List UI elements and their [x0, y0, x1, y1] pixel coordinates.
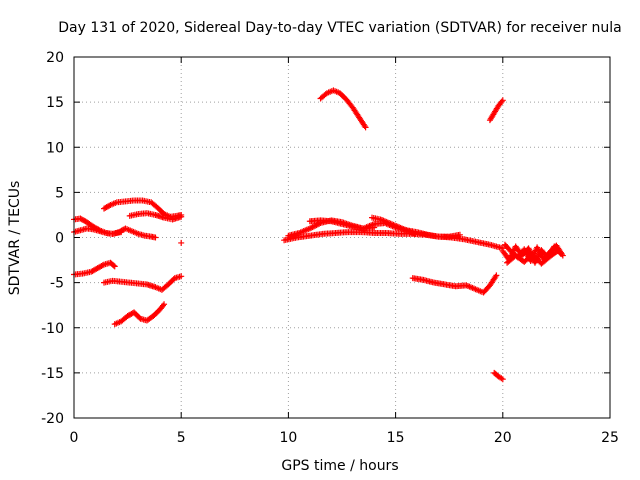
y-tick-label: 15 [46, 95, 64, 111]
data-point [178, 213, 185, 220]
y-tick-label: -5 [50, 276, 64, 292]
data-point [555, 247, 562, 254]
grid-lines [74, 57, 610, 418]
data-point [554, 248, 561, 255]
data-point [493, 272, 500, 279]
data-point [309, 224, 316, 231]
x-tick-label: 15 [387, 430, 405, 446]
data-point [411, 230, 418, 237]
data-point [306, 225, 313, 232]
axis-ticks: 0 5 10 15 20 25 -20 -15 -10 -5 0 5 10 15 20 [41, 50, 619, 446]
data-point [559, 252, 566, 259]
series-trace-l [369, 214, 418, 237]
y-tick-label: -15 [41, 366, 64, 382]
data-marks [71, 87, 566, 383]
data-point [118, 229, 125, 236]
data-point [498, 98, 505, 105]
y-tick-label: 5 [55, 185, 64, 201]
series-trace-g [111, 301, 168, 328]
x-tick-label: 25 [601, 430, 619, 446]
series-trace-m [317, 87, 369, 131]
data-point [111, 263, 118, 270]
data-point [310, 223, 317, 230]
y-tick-label: 10 [46, 140, 64, 156]
series-trace-p [491, 369, 506, 383]
data-point [152, 234, 159, 241]
data-point [99, 262, 106, 269]
y-tick-label: -20 [41, 411, 64, 427]
data-point [178, 273, 185, 280]
data-point [178, 239, 185, 246]
series-trace-n [486, 97, 506, 124]
data-point [106, 202, 113, 209]
data-point [159, 302, 166, 309]
x-tick-label: 20 [494, 430, 512, 446]
data-point [308, 224, 315, 231]
data-point [110, 262, 117, 269]
data-point [362, 124, 369, 131]
series-trace-h [178, 239, 185, 246]
y-axis-label: SDTVAR / TECUs [7, 181, 23, 296]
x-tick-label: 10 [279, 430, 297, 446]
series-trace-f [101, 273, 185, 293]
y-tick-label: 20 [46, 50, 64, 66]
data-point [161, 301, 168, 308]
chart-title: Day 131 of 2020, Sidereal Day-to-day VTE… [58, 20, 621, 36]
data-point [499, 97, 506, 104]
data-point [456, 231, 463, 238]
y-tick-label: -10 [41, 321, 64, 337]
y-tick-label: 0 [55, 231, 64, 247]
series-trace-i [281, 229, 506, 252]
series-trace-s [504, 247, 562, 267]
x-tick-label: 0 [70, 430, 79, 446]
series-trace-o [409, 272, 500, 296]
x-tick-label: 5 [177, 430, 186, 446]
x-axis-label: GPS time / hours [281, 458, 398, 474]
data-point [499, 376, 506, 383]
data-point [312, 222, 319, 229]
series-trace-d [126, 210, 185, 223]
